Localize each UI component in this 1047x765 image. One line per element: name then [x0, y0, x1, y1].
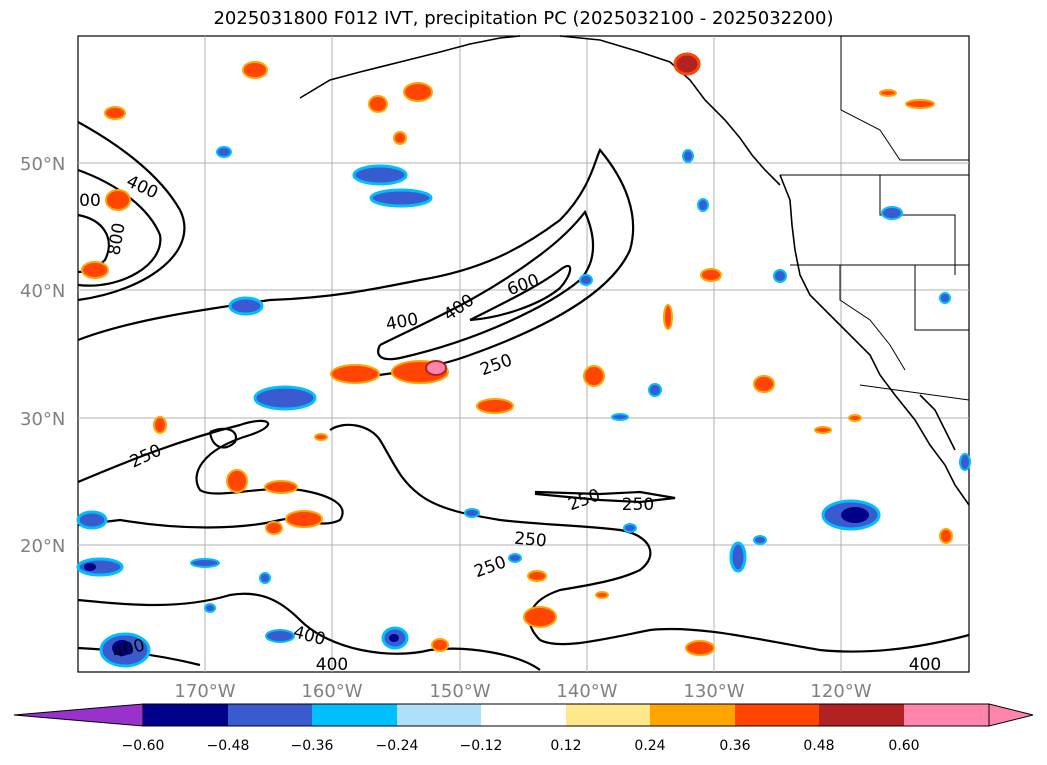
svg-text:−0.36: −0.36 [291, 738, 334, 754]
map-frame [77, 35, 970, 673]
political-borders [780, 36, 970, 401]
colorbar-bin [904, 704, 989, 726]
svg-text:−0.48: −0.48 [207, 738, 250, 754]
colorbar-bin [735, 704, 819, 726]
colorbar-bin [481, 704, 566, 726]
colorbar-bin [312, 704, 397, 726]
svg-text:−0.60: −0.60 [122, 738, 165, 754]
colorbar-bin [650, 704, 735, 726]
svg-text:−0.24: −0.24 [376, 738, 419, 754]
svg-text:160°W: 160°W [301, 681, 362, 702]
precip-shading [76, 52, 971, 668]
svg-text:40°N: 40°N [20, 281, 65, 302]
graticule [78, 36, 969, 672]
colorbar-extend-high [988, 703, 1034, 727]
coastline [299, 35, 970, 506]
svg-text:150°W: 150°W [429, 681, 490, 702]
map-title: 2025031800 F012 IVT, precipitation PC (2… [213, 8, 834, 29]
svg-text:250: 250 [513, 529, 547, 552]
svg-text:400: 400 [316, 655, 348, 675]
colorbar-bin [228, 704, 312, 726]
svg-text:120°W: 120°W [810, 681, 871, 702]
svg-text:140°W: 140°W [556, 681, 617, 702]
svg-text:0.48: 0.48 [803, 738, 834, 754]
svg-text:00: 00 [79, 191, 101, 211]
colorbar-bin [566, 704, 650, 726]
colorbar-bin [819, 704, 904, 726]
svg-text:30°N: 30°N [20, 409, 65, 430]
svg-text:400: 400 [909, 655, 941, 675]
svg-text:0.12: 0.12 [550, 738, 581, 754]
svg-text:130°W: 130°W [683, 681, 744, 702]
svg-text:250: 250 [622, 495, 654, 515]
svg-text:0.24: 0.24 [634, 738, 665, 754]
ivt-contours [77, 121, 970, 671]
colorbar: −0.60 −0.48 −0.36 −0.24 −0.12 0.12 0.24 … [13, 703, 1034, 754]
colorbar-bin [143, 704, 228, 726]
latitude-labels: 50°N 40°N 30°N 20°N [20, 154, 65, 557]
longitude-labels: 170°W 160°W 150°W 140°W 130°W 120°W [174, 681, 871, 702]
colorbar-bin [397, 704, 481, 726]
svg-text:0.36: 0.36 [719, 738, 750, 754]
svg-text:50°N: 50°N [20, 154, 65, 175]
svg-text:170°W: 170°W [174, 681, 235, 702]
svg-text:−0.12: −0.12 [460, 738, 503, 754]
svg-text:0.60: 0.60 [888, 738, 919, 754]
svg-text:20°N: 20°N [20, 536, 65, 557]
colorbar-extend-low [13, 703, 144, 727]
